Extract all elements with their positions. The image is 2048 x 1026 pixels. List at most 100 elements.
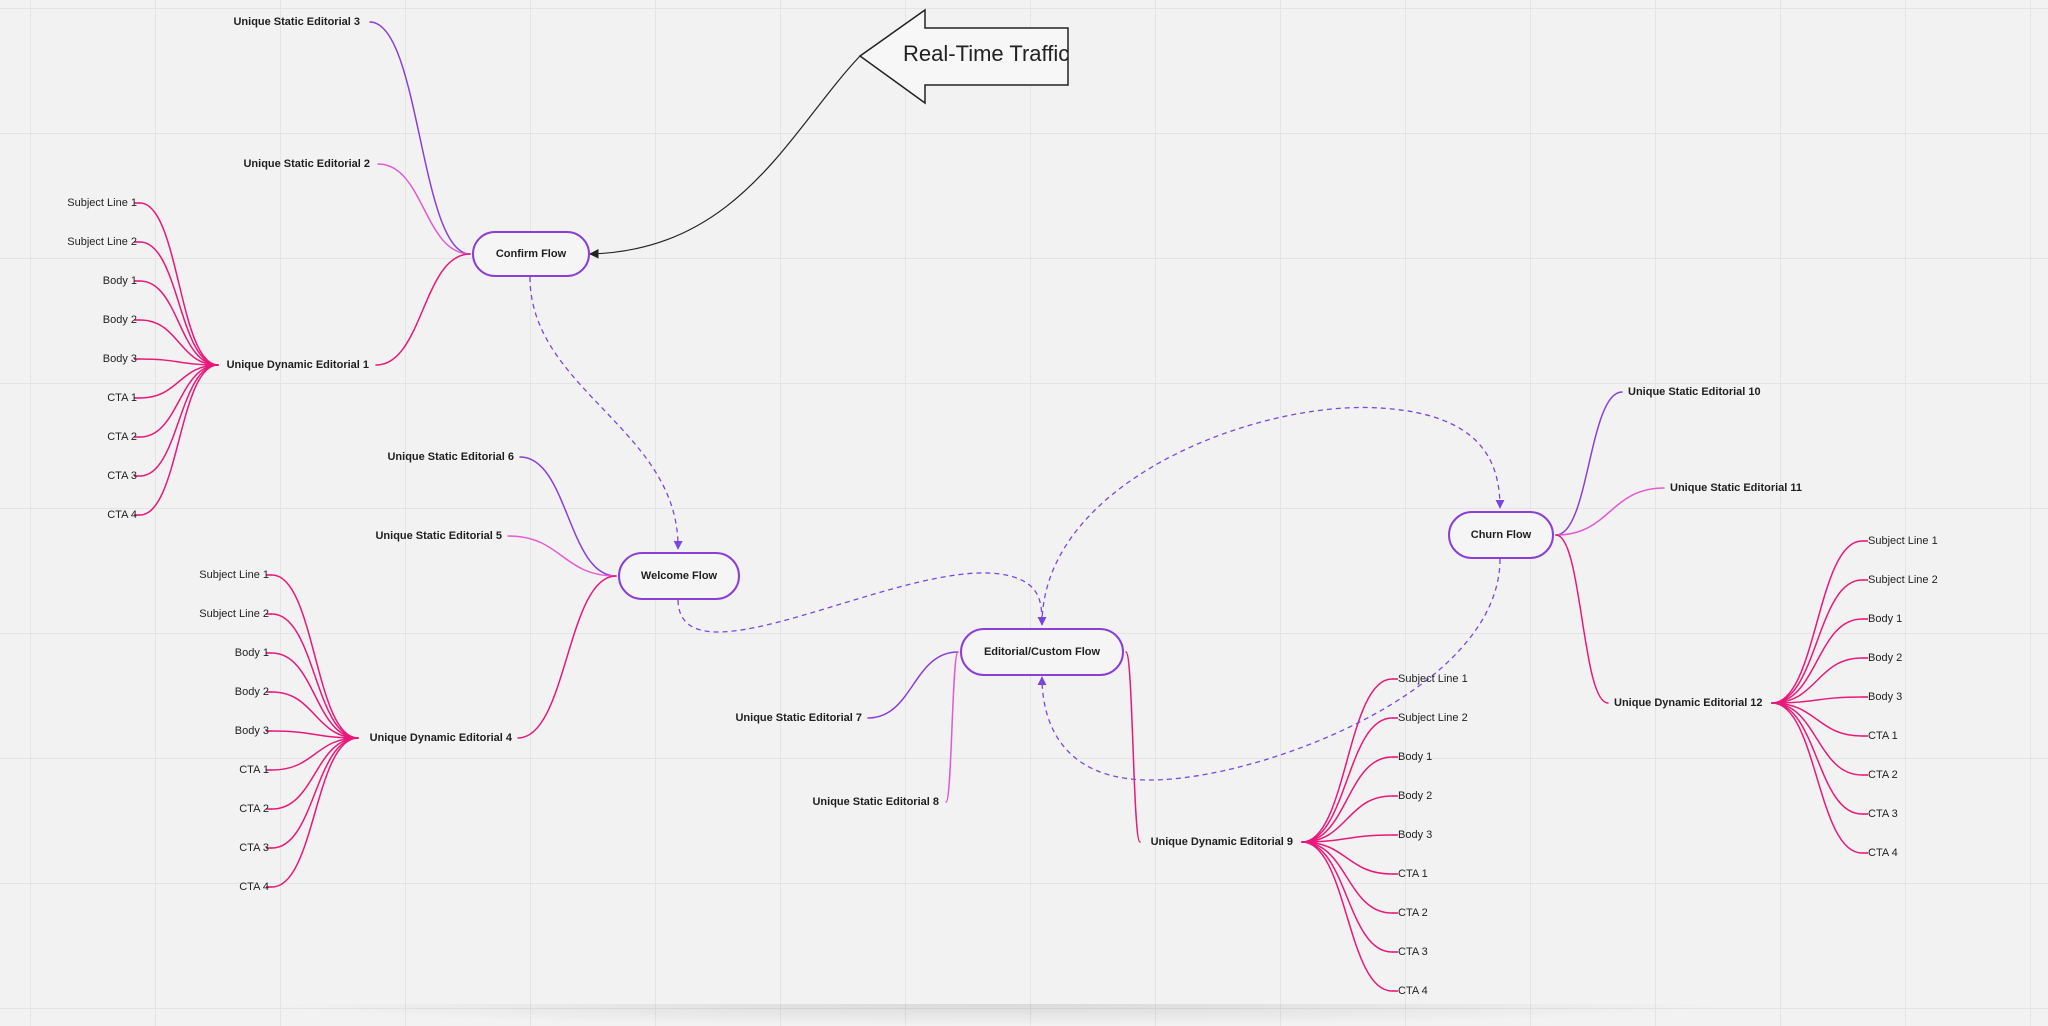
component-d4-5-label[interactable]: CTA 1 [239,764,269,776]
component-d12-6-label[interactable]: CTA 2 [1868,769,1898,781]
branch-dynamic-editorial-12 [1555,534,1609,704]
branch-static-editorial-11 [1555,487,1665,536]
component-d1-1-label[interactable]: Subject Line 2 [67,236,137,248]
component-d4-0-label[interactable]: Subject Line 1 [199,569,269,581]
confirm-to-welcome-connector [529,276,683,550]
welcome-to-editorial-connector [677,572,1047,633]
branch-static-editorial-6 [519,456,617,577]
fan-d4-1 [271,613,359,739]
fan-d9-6 [1301,841,1393,914]
fan-d1-0 [139,202,219,366]
fan-d9-8 [1301,841,1393,992]
component-d9-2-label[interactable]: Body 1 [1398,751,1433,763]
static-editorial-7-label[interactable]: Unique Static Editorial 7 [735,712,862,724]
fan-d12-3 [1771,657,1863,704]
component-d12-1-label[interactable]: Subject Line 2 [1868,574,1938,586]
branch-dynamic-editorial-9 [1125,651,1141,843]
component-d1-7-label[interactable]: CTA 3 [107,470,137,482]
fan-d12-5 [1771,702,1863,737]
fan-d1-6 [139,364,219,438]
component-d1-3-label[interactable]: Body 2 [102,314,137,326]
branch-static-editorial-10 [1555,391,1623,536]
component-d9-6-label[interactable]: CTA 2 [1398,907,1428,919]
static-editorial-11-label[interactable]: Unique Static Editorial 11 [1670,482,1803,494]
static-editorial-8-label[interactable]: Unique Static Editorial 8 [812,796,939,808]
component-d1-2-label[interactable]: Body 1 [102,275,137,287]
fan-d4-8 [271,737,359,888]
static-editorial-6-label[interactable]: Unique Static Editorial 6 [387,451,514,463]
fan-d1-1 [139,241,219,366]
fan-d12-0 [1771,540,1863,704]
fan-d4-5 [271,737,359,771]
fan-d4-2 [271,652,359,739]
fan-d12-6 [1771,702,1863,776]
static-editorial-5-label[interactable]: Unique Static Editorial 5 [375,530,502,542]
welcome-flow-label: Welcome Flow [640,570,718,582]
static-editorial-2-label[interactable]: Unique Static Editorial 2 [243,158,370,170]
dynamic-editorial-1-label[interactable]: Unique Dynamic Editorial 1 [226,359,369,371]
branch-static-editorial-7 [867,651,959,719]
component-d4-3-label[interactable]: Body 2 [234,686,269,698]
connector-lines [134,21,1868,992]
component-d9-7-label[interactable]: CTA 3 [1398,946,1428,958]
component-d4-1-label[interactable]: Subject Line 2 [199,608,269,620]
component-d9-8-label[interactable]: CTA 4 [1398,985,1428,997]
component-d12-8-label[interactable]: CTA 4 [1868,847,1898,859]
traffic-to-confirm-connector [589,55,861,259]
branch-static-editorial-3 [369,21,471,255]
component-d4-6-label[interactable]: CTA 2 [239,803,269,815]
branch-dynamic-editorial-4 [517,575,617,739]
fan-d12-2 [1771,618,1863,704]
component-d1-5-label[interactable]: CTA 1 [107,392,137,404]
component-d1-6-label[interactable]: CTA 2 [107,431,137,443]
component-d9-5-label[interactable]: CTA 1 [1398,868,1428,880]
fan-d9-3 [1301,795,1393,843]
component-d4-7-label[interactable]: CTA 3 [239,842,269,854]
component-d12-0-label[interactable]: Subject Line 1 [1868,535,1938,547]
real-time-traffic-label: Real-Time Traffic [903,41,1070,66]
fan-d9-1 [1301,717,1393,843]
component-d12-5-label[interactable]: CTA 1 [1868,730,1898,742]
fan-d12-4 [1771,696,1863,704]
fan-d12-8 [1771,702,1863,854]
dynamic-editorial-12-label[interactable]: Unique Dynamic Editorial 12 [1614,697,1763,709]
component-d12-2-label[interactable]: Body 1 [1868,613,1903,625]
confirm-flow-label: Confirm Flow [495,248,567,260]
fan-d9-7 [1301,841,1393,953]
editorial-to-churn-connector [1041,406,1505,626]
component-d1-4-label[interactable]: Body 3 [102,353,137,365]
component-d1-8-label[interactable]: CTA 4 [107,509,137,521]
component-d9-4-label[interactable]: Body 3 [1398,829,1433,841]
component-d4-4-label[interactable]: Body 3 [234,725,269,737]
welcome-flow-node[interactable]: Welcome Flow [618,552,740,600]
fan-d4-3 [271,691,359,739]
fan-d4-0 [271,574,359,739]
editorial-custom-flow-node[interactable]: Editorial/Custom Flow [960,628,1124,676]
fan-d12-1 [1771,579,1863,704]
fan-d9-5 [1301,841,1393,875]
real-time-traffic-arrow-shape[interactable] [858,8,1069,105]
component-d12-7-label[interactable]: CTA 3 [1868,808,1898,820]
component-d9-1-label[interactable]: Subject Line 2 [1398,712,1468,724]
component-d1-0-label[interactable]: Subject Line 1 [67,197,137,209]
branch-dynamic-editorial-1 [375,253,471,366]
churn-flow-node[interactable]: Churn Flow [1448,511,1554,559]
fan-d9-4 [1301,834,1393,843]
component-d9-3-label[interactable]: Body 2 [1398,790,1433,802]
dynamic-editorial-4-label[interactable]: Unique Dynamic Editorial 4 [369,732,512,744]
canvas-bottom-shadow [240,1004,1750,1026]
fan-d1-2 [139,280,219,366]
fan-d1-7 [139,364,219,477]
fan-d4-4 [271,730,359,739]
component-d4-8-label[interactable]: CTA 4 [239,881,269,893]
branch-static-editorial-2 [377,163,471,255]
component-d9-0-label[interactable]: Subject Line 1 [1398,673,1468,685]
static-editorial-3-label[interactable]: Unique Static Editorial 3 [233,16,360,28]
component-d12-4-label[interactable]: Body 3 [1868,691,1903,703]
component-d4-2-label[interactable]: Body 1 [234,647,269,659]
fan-d12-7 [1771,702,1863,815]
confirm-flow-node[interactable]: Confirm Flow [472,231,590,277]
component-d12-3-label[interactable]: Body 2 [1868,652,1903,664]
static-editorial-10-label[interactable]: Unique Static Editorial 10 [1628,386,1761,398]
dynamic-editorial-9-label[interactable]: Unique Dynamic Editorial 9 [1150,836,1293,848]
